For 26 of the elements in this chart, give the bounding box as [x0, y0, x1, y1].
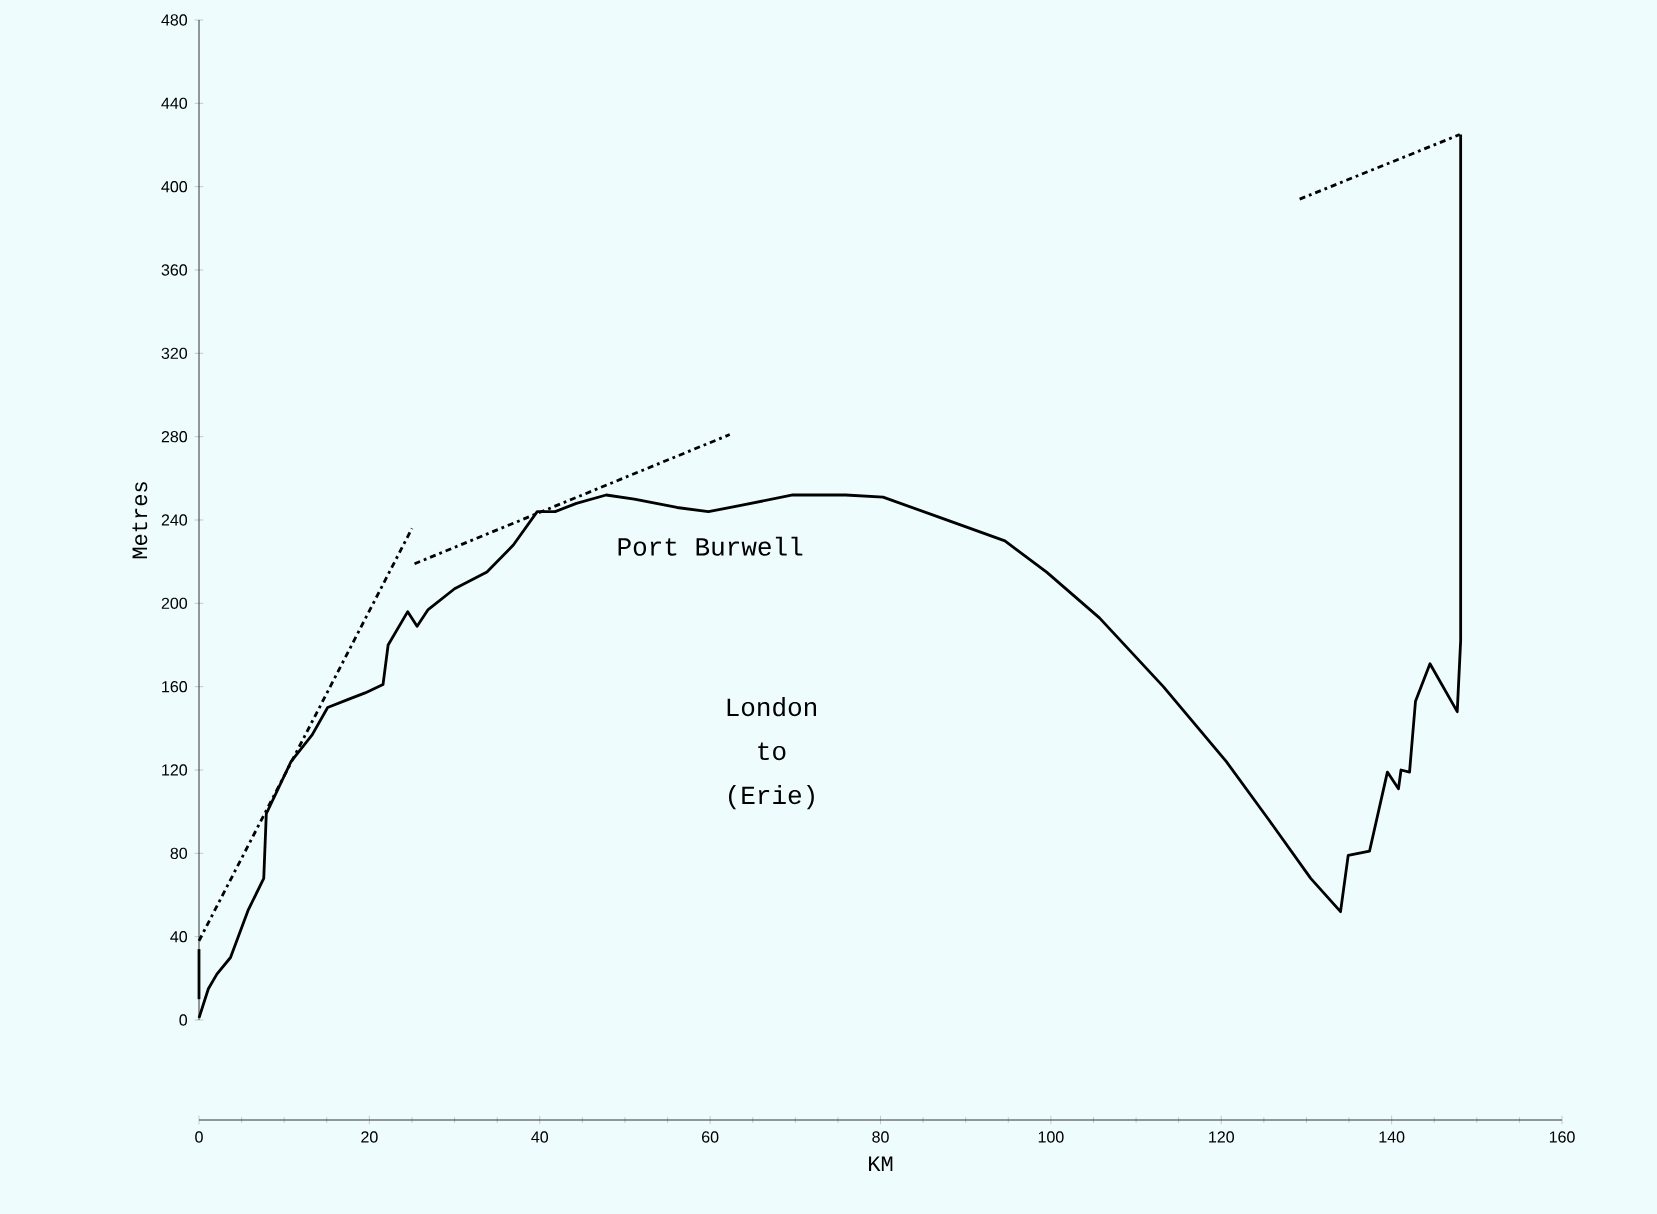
y-axis-title: Metres: [132, 482, 148, 559]
y-tick-label: 80: [170, 847, 188, 859]
annotation: London to (Erie): [727, 697, 816, 810]
y-tick-label: 320: [161, 347, 188, 359]
annotation: Port Burwell: [618, 536, 803, 556]
x-tick-label: 120: [1209, 1131, 1234, 1143]
x-tick-label: 80: [872, 1131, 889, 1143]
y-tick-label: 480: [161, 14, 188, 26]
x-tick-label: 0: [195, 1131, 203, 1143]
x-axis-title: KM: [869, 1156, 893, 1171]
x-tick-label: 60: [702, 1131, 719, 1143]
x-tick-label: 40: [531, 1131, 549, 1143]
y-tick-label: 200: [161, 597, 188, 609]
x-tick-label: 20: [361, 1131, 378, 1143]
x-tick-label: 140: [1379, 1131, 1405, 1143]
x-tick-label: 160: [1549, 1131, 1575, 1143]
y-tick-label: 120: [162, 764, 188, 776]
y-tick-label: 280: [161, 431, 188, 443]
y-tick-label: 0: [179, 1014, 188, 1026]
y-tick-label: 360: [161, 264, 188, 276]
y-tick-label: 160: [162, 681, 188, 693]
y-tick-label: 400: [161, 181, 188, 193]
y-tick-label: 40: [170, 931, 188, 943]
y-tick-label: 240: [161, 514, 188, 526]
x-tick-label: 100: [1038, 1131, 1064, 1143]
y-tick-label: 440: [161, 97, 188, 109]
